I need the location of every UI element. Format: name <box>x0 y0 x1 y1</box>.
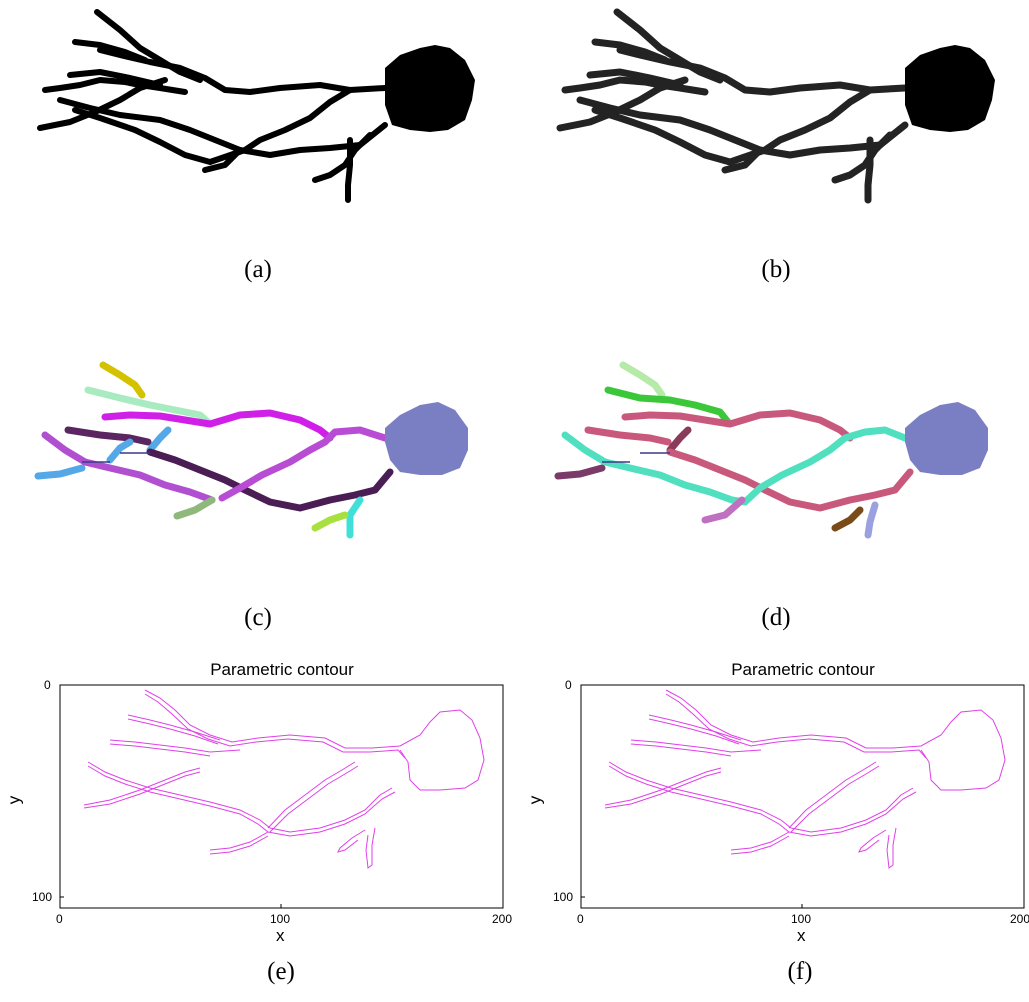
plot-e-ylabel: y <box>4 795 24 805</box>
caption-b: (b) <box>761 256 791 283</box>
panel-b-smoothed-neuron <box>556 8 995 204</box>
plot-e-title: Parametric contour <box>210 660 354 679</box>
neuron-dendrites <box>37 9 388 203</box>
caption-e: (e) <box>267 958 295 985</box>
plot-e-ytick-0: 0 <box>44 678 51 692</box>
plot-e-xtick-200: 200 <box>492 912 513 926</box>
plot-f-ylabel: y <box>525 795 545 805</box>
caption-c: (c) <box>244 604 272 631</box>
contour-lines <box>83 689 485 869</box>
axis-ticks <box>59 684 504 908</box>
plot-f-xtick-100: 100 <box>791 912 812 926</box>
plot-f-xlabel: x <box>797 926 806 945</box>
plot-f-title: Parametric contour <box>731 660 875 679</box>
plot-e-xtick-100: 100 <box>270 912 291 926</box>
soma <box>385 45 475 132</box>
panel-e-contour-plot <box>59 684 504 909</box>
plot-e-xtick-0: 0 <box>56 912 63 926</box>
panel-a-binary-neuron <box>37 9 475 203</box>
plot-e-xlabel: x <box>276 926 285 945</box>
panel-c-segmented-branches <box>34 361 468 539</box>
plot-f-ytick-0: 0 <box>565 678 572 692</box>
plot-f-xtick-0: 0 <box>577 912 584 926</box>
plot-e-ytick-100: 100 <box>32 890 53 904</box>
panel-f-contour-plot <box>580 684 1025 909</box>
plot-f-ytick-100: 100 <box>553 890 574 904</box>
panel-d-segmented-branches <box>554 361 988 539</box>
caption-d: (d) <box>761 604 791 631</box>
plot-f-xtick-200: 200 <box>1010 912 1029 926</box>
caption-a: (a) <box>244 256 272 283</box>
caption-f: (f) <box>787 958 813 985</box>
soma <box>385 402 468 475</box>
plot-frame <box>59 684 504 909</box>
